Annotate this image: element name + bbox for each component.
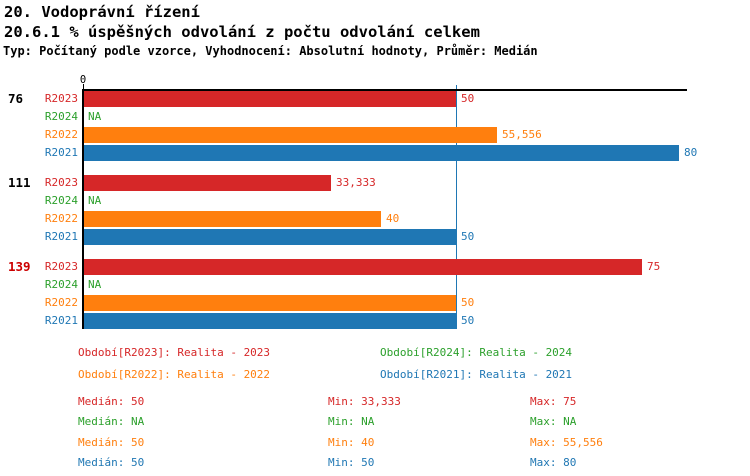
indicator-meta: Typ: Počítaný podle vzorce, Vyhodnocení:… xyxy=(3,44,538,58)
stat-median-r2023: Medián: 50 xyxy=(78,395,145,408)
stat-min-r2021: Min: 50 xyxy=(328,456,375,469)
legend-item-r2023: Období[R2023]: Realita - 2023 xyxy=(78,346,271,359)
stat-median-r2022: Medián: 50 xyxy=(78,436,145,449)
y-axis-line xyxy=(82,89,84,329)
series-row-label: R2023 xyxy=(44,92,78,105)
bar-value-label: 50 xyxy=(461,296,475,309)
bar-value-label: 75 xyxy=(647,260,661,273)
indicator-title: 20.6.1 % úspěšných odvolání z počtu odvo… xyxy=(4,23,480,41)
series-row-label: R2021 xyxy=(44,230,78,243)
series-row-label: R2024 xyxy=(44,278,78,291)
group-label: 139 xyxy=(8,259,31,274)
group-label: 111 xyxy=(8,175,31,190)
bar-r2023 xyxy=(84,91,456,107)
stat-max-r2021: Max: 80 xyxy=(530,456,577,469)
bar-r2023 xyxy=(84,259,642,275)
legend-item-r2024: Období[R2024]: Realita - 2024 xyxy=(380,346,573,359)
series-row-label: R2021 xyxy=(44,146,78,159)
stat-median-r2024: Medián: NA xyxy=(78,415,145,428)
legend-item-r2022: Období[R2022]: Realita - 2022 xyxy=(78,368,271,381)
median-reference-line xyxy=(456,85,457,329)
series-row-label: R2024 xyxy=(44,194,78,207)
x-axis-line xyxy=(83,89,687,91)
bar-value-label: NA xyxy=(88,278,102,291)
stat-min-r2024: Min: NA xyxy=(328,415,375,428)
stat-min-r2022: Min: 40 xyxy=(328,436,375,449)
bar-r2022 xyxy=(84,295,456,311)
bar-r2022 xyxy=(84,127,497,143)
stat-median-r2021: Medián: 50 xyxy=(78,456,145,469)
series-row-label: R2023 xyxy=(44,176,78,189)
x-axis-zero-label: 0 xyxy=(79,74,87,86)
series-row-label: R2022 xyxy=(44,128,78,141)
bar-value-label: 50 xyxy=(461,230,475,243)
group-label: 76 xyxy=(8,91,24,106)
bar-r2021 xyxy=(84,313,456,329)
bar-r2022 xyxy=(84,211,381,227)
series-row-label: R2021 xyxy=(44,314,78,327)
bar-r2021 xyxy=(84,145,679,161)
stat-max-r2022: Max: 55,556 xyxy=(530,436,603,449)
bar-r2021 xyxy=(84,229,456,245)
series-row-label: R2024 xyxy=(44,110,78,123)
stat-max-r2024: Max: NA xyxy=(530,415,577,428)
bar-value-label: 40 xyxy=(386,212,400,225)
bar-value-label: 50 xyxy=(461,92,475,105)
bar-value-label: NA xyxy=(88,194,102,207)
bar-value-label: 50 xyxy=(461,314,475,327)
bar-r2023 xyxy=(84,175,331,191)
series-row-label: R2022 xyxy=(44,296,78,309)
bar-value-label: NA xyxy=(88,110,102,123)
bar-value-label: 80 xyxy=(684,146,698,159)
stat-min-r2023: Min: 33,333 xyxy=(328,395,401,408)
legend-item-r2021: Období[R2021]: Realita - 2021 xyxy=(380,368,573,381)
bar-value-label: 33,333 xyxy=(336,176,376,189)
report-title: 20. Vodoprávní řízení xyxy=(4,3,200,21)
x-axis-tick xyxy=(83,84,84,90)
bar-value-label: 55,556 xyxy=(502,128,542,141)
series-row-label: R2022 xyxy=(44,212,78,225)
stat-max-r2023: Max: 75 xyxy=(530,395,577,408)
series-row-label: R2023 xyxy=(44,260,78,273)
